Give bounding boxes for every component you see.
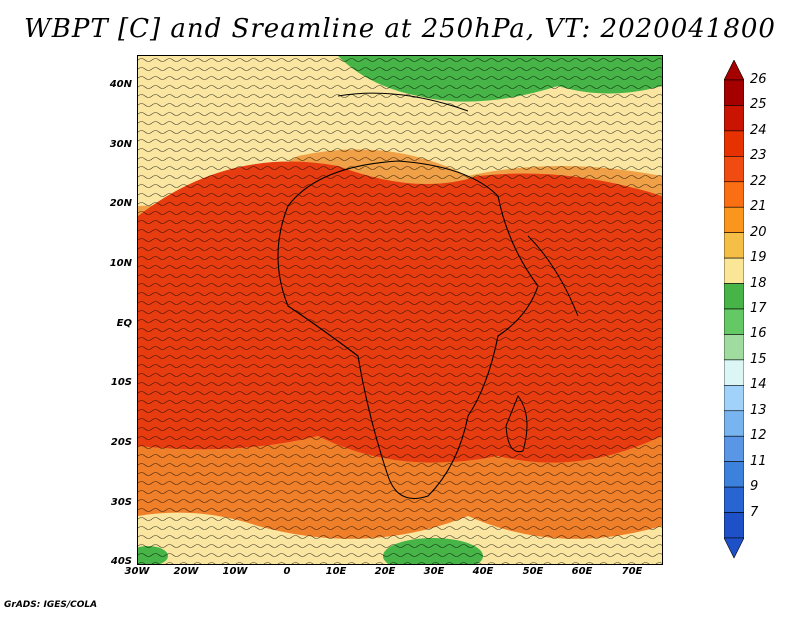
colorbar-label: 18 (750, 275, 767, 291)
credit-text: GrADS: IGES/COLA (4, 600, 98, 610)
colorbar-label: 14 (750, 377, 767, 393)
colorbar-label: 15 (750, 351, 767, 367)
lon-label: 40E (472, 566, 494, 577)
colorbar-cell (724, 359, 744, 386)
lon-label: 30E (423, 566, 445, 577)
colorbar-label: 19 (750, 250, 767, 266)
colorbar-cell (724, 156, 744, 183)
map-svg (138, 56, 662, 564)
colorbar-cell (724, 410, 744, 437)
colorbar-label: 9 (750, 479, 759, 495)
lat-label: EQ (116, 318, 132, 329)
lat-label: 30S (110, 497, 132, 508)
lat-label: 20N (109, 198, 132, 209)
colorbar-cell (724, 334, 744, 361)
colorbar-label: 7 (750, 504, 759, 520)
colorbar-cell (724, 206, 744, 233)
colorbar-cell (724, 181, 744, 208)
colorbar-cell (724, 79, 744, 106)
lon-label: 70E (621, 566, 643, 577)
madagascar-outline (505, 394, 528, 453)
colorbar-cell (724, 257, 744, 284)
colorbar-cell (724, 308, 744, 335)
colorbar-label: 26 (750, 72, 767, 87)
lat-label: 30N (109, 139, 132, 150)
colorbar-label: 20 (750, 224, 767, 240)
colorbar-label: 12 (750, 428, 767, 444)
colorbar-cell (724, 486, 744, 513)
colorbar-label: 16 (750, 326, 767, 342)
europe-coast (337, 92, 469, 112)
streamlines (138, 56, 662, 564)
colorbar-label: 22 (750, 173, 767, 189)
colorbar-label: 23 (750, 148, 767, 164)
chart-title: WBPT [C] and Sreamline at 250hPa, VT: 20… (24, 14, 776, 44)
lon-label: 10W (222, 566, 248, 577)
colorbar-label: 21 (750, 199, 767, 215)
lon-label: 20W (173, 566, 199, 577)
lon-label: 20E (374, 566, 396, 577)
colorbar-cell (724, 385, 744, 412)
colorbar-label: 17 (750, 301, 767, 316)
colorbar-label: 25 (750, 97, 767, 113)
arabia-coast (527, 235, 579, 317)
africa-outline (277, 160, 539, 500)
colorbar-label: 13 (750, 402, 767, 418)
colorbar-label: 11 (750, 453, 767, 469)
colorbar-cell (724, 105, 744, 132)
colorbar-bottom-arrow (724, 537, 744, 559)
lon-label: 0 (283, 566, 291, 577)
lon-label: 50E (522, 566, 544, 577)
colorbar (724, 60, 744, 559)
colorbar-cell (724, 461, 744, 488)
lat-label: 10N (109, 258, 132, 269)
colorbar-label: 24 (750, 122, 767, 138)
lon-label: 60E (571, 566, 593, 577)
colorbar-top-arrow (724, 60, 744, 81)
colorbar-cell (724, 283, 744, 310)
colorbar-cell (724, 130, 744, 157)
colorbar-cell (724, 435, 744, 462)
lon-label: 10E (325, 566, 347, 577)
map-panel (137, 55, 663, 565)
lat-label: 10S (110, 377, 132, 388)
colorbar-cell (724, 232, 744, 259)
lat-label: 40N (109, 79, 132, 90)
lon-label: 30W (124, 566, 150, 577)
lat-label: 40S (110, 556, 132, 567)
colorbar-cell (724, 512, 744, 539)
lat-label: 20S (110, 437, 132, 448)
